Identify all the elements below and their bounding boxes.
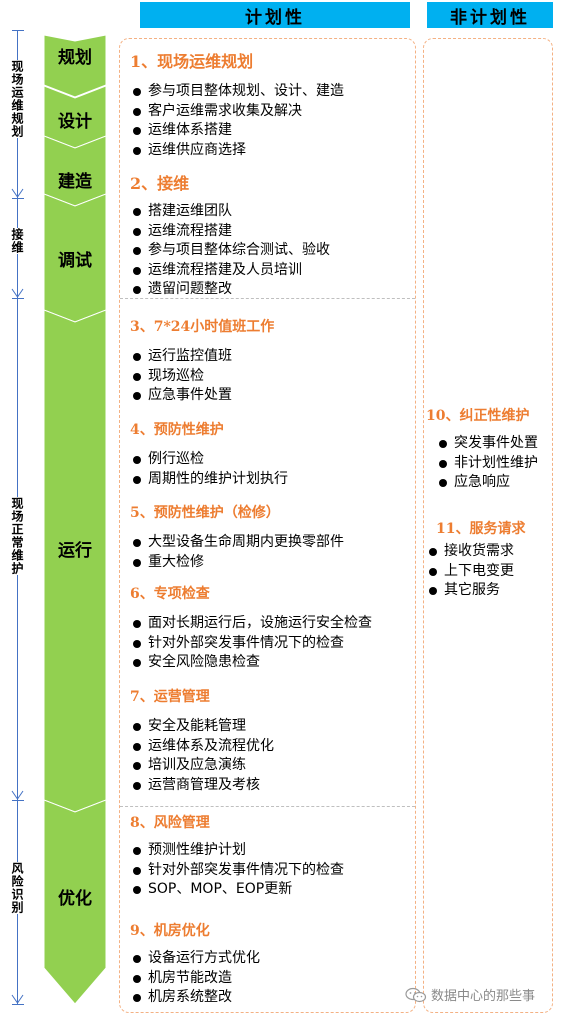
list-item: 运维体系搭建 bbox=[130, 121, 344, 141]
phase-arrow-icon bbox=[11, 790, 24, 800]
list-item: 接收货需求 bbox=[426, 542, 525, 562]
stage-label: 优化 bbox=[58, 889, 92, 909]
stage-planning: 规划 bbox=[44, 35, 106, 97]
section-site-om-planning: 1、现场运维规划 参与项目整体规划、设计、建造 客户运维需求收集及解决 运维体系… bbox=[130, 48, 344, 160]
list-item: 搭建运维团队 bbox=[130, 202, 330, 222]
stage-operation: 运行 bbox=[44, 310, 106, 812]
chevron-shape bbox=[44, 136, 106, 206]
list-item: 遗留问题整改 bbox=[130, 280, 330, 300]
chevron-shape bbox=[44, 35, 106, 97]
phase-tick bbox=[12, 30, 24, 31]
list-item: 其它服务 bbox=[426, 581, 525, 601]
chevron-shape bbox=[44, 86, 106, 148]
list-item: 面对长期运行后，设施运行安全检查 bbox=[130, 614, 372, 634]
list-item: 运维流程搭建 bbox=[130, 222, 330, 242]
list-item: 重大检修 bbox=[130, 553, 344, 573]
stage-label: 设计 bbox=[58, 112, 92, 132]
list-item: SOP、MOP、EOP更新 bbox=[130, 880, 344, 900]
section-takeover: 2、接维 搭建运维团队 运维流程搭建 参与项目整体综合测试、验收 运维流程搭建及… bbox=[130, 170, 330, 300]
list-item: 大型设备生命周期内更换零部件 bbox=[130, 533, 344, 553]
phase-tick bbox=[12, 198, 24, 199]
section-title: 9、机房优化 bbox=[130, 923, 210, 939]
phase-tick bbox=[12, 298, 24, 299]
section-risk-management: 8、风险管理 预测性维护计划 针对外部突发事件情况下的检查 SOP、MOP、EO… bbox=[130, 812, 344, 900]
list-item: 运营商管理及考核 bbox=[130, 776, 274, 796]
planned-header: 计划性 bbox=[140, 2, 410, 28]
section-title: 2、接维 bbox=[130, 174, 190, 193]
phase-arrow-icon bbox=[11, 288, 24, 298]
planned-box bbox=[119, 38, 416, 1013]
section-title: 4、预防性维护 bbox=[130, 422, 224, 438]
list-item: 非计划性维护 bbox=[436, 454, 538, 474]
chevron-shape bbox=[44, 194, 106, 322]
section-service-request: 11、服务请求 接收货需求 上下电变更 其它服务 bbox=[426, 518, 525, 601]
list-item: 针对外部突发事件情况下的检查 bbox=[130, 861, 344, 881]
section-divider bbox=[120, 806, 415, 807]
stage-label: 调试 bbox=[58, 251, 92, 271]
list-item: 机房系统整改 bbox=[130, 988, 260, 1008]
list-item: 周期性的维护计划执行 bbox=[130, 470, 288, 490]
stage-construction: 建造 bbox=[44, 136, 106, 206]
section-title: 10、纠正性维护 bbox=[426, 408, 530, 424]
stage-commissioning: 调试 bbox=[44, 194, 106, 322]
list-item: 预测性维护计划 bbox=[130, 841, 344, 861]
list-item: 安全及能耗管理 bbox=[130, 717, 274, 737]
phase-label-planning: 现场运维规划 bbox=[8, 60, 26, 138]
section-special-inspection: 6、专项检查 面对长期运行后，设施运行安全检查 针对外部突发事件情况下的检查 安… bbox=[130, 583, 372, 673]
list-item: 安全风险隐患检查 bbox=[130, 653, 372, 673]
list-item: 运行监控值班 bbox=[130, 347, 274, 367]
wechat-icon bbox=[405, 987, 427, 1002]
phase-tick bbox=[12, 1004, 24, 1005]
section-divider bbox=[120, 298, 415, 299]
list-item: 应急响应 bbox=[436, 473, 538, 493]
list-item: 运维供应商选择 bbox=[130, 141, 344, 161]
section-title: 3、7*24小时值班工作 bbox=[130, 319, 275, 335]
section-24x7-duty: 3、7*24小时值班工作 运行监控值班 现场巡检 应急事件处置 bbox=[130, 316, 274, 406]
section-title: 7、运营管理 bbox=[130, 689, 210, 705]
list-item: 针对外部突发事件情况下的检查 bbox=[130, 634, 372, 654]
section-title: 11、服务请求 bbox=[436, 521, 526, 537]
list-item: 突发事件处置 bbox=[436, 434, 538, 454]
stage-label: 运行 bbox=[58, 541, 92, 561]
list-item: 机房节能改造 bbox=[130, 969, 260, 989]
section-title: 1、现场运维规划 bbox=[130, 52, 254, 71]
list-item: 参与项目整体规划、设计、建造 bbox=[130, 82, 344, 102]
section-operations-management: 7、运营管理 安全及能耗管理 运维体系及流程优化 培训及应急演练 运营商管理及考… bbox=[130, 686, 274, 795]
phase-arrow-icon bbox=[11, 994, 24, 1004]
list-item: 设备运行方式优化 bbox=[130, 949, 260, 969]
phase-label-takeover: 接维 bbox=[8, 228, 26, 254]
stage-design: 设计 bbox=[44, 86, 106, 148]
chevron-shape bbox=[44, 310, 106, 812]
list-item: 培训及应急演练 bbox=[130, 756, 274, 776]
stage-optimization: 优化 bbox=[44, 800, 106, 1004]
phase-arrow-icon bbox=[11, 188, 24, 198]
list-item: 运维体系及流程优化 bbox=[130, 737, 274, 757]
watermark: 数据中心的那些事 bbox=[405, 985, 535, 1004]
watermark-text: 数据中心的那些事 bbox=[431, 989, 536, 1004]
list-item: 现场巡检 bbox=[130, 367, 274, 387]
section-title: 8、风险管理 bbox=[130, 815, 210, 831]
list-item: 应急事件处置 bbox=[130, 386, 274, 406]
phase-label-risk-identification: 风险识别 bbox=[8, 862, 26, 914]
list-item: 运维流程搭建及人员培训 bbox=[130, 261, 330, 281]
section-preventive-overhaul: 5、预防性维护（检修） 大型设备生命周期内更换零部件 重大检修 bbox=[130, 502, 344, 572]
chevron-shape bbox=[44, 800, 106, 1004]
section-title: 6、专项检查 bbox=[130, 586, 210, 602]
unplanned-box bbox=[423, 38, 553, 1013]
section-corrective-maintenance: 10、纠正性维护 突发事件处置 非计划性维护 应急响应 bbox=[426, 405, 538, 493]
stage-label: 规划 bbox=[58, 48, 92, 68]
list-item: 上下电变更 bbox=[426, 562, 525, 582]
phase-label-normal-maintenance: 现场正常维护 bbox=[8, 497, 26, 575]
list-item: 参与项目整体综合测试、验收 bbox=[130, 241, 330, 261]
phase-tick bbox=[12, 800, 24, 801]
stage-label: 建造 bbox=[58, 172, 92, 192]
list-item: 客户运维需求收集及解决 bbox=[130, 102, 344, 122]
section-room-optimization: 9、机房优化 设备运行方式优化 机房节能改造 机房系统整改 bbox=[130, 920, 260, 1008]
section-title: 5、预防性维护（检修） bbox=[130, 505, 280, 521]
list-item: 例行巡检 bbox=[130, 450, 288, 470]
section-preventive-maintenance: 4、预防性维护 例行巡检 周期性的维护计划执行 bbox=[130, 419, 288, 489]
unplanned-header: 非计划性 bbox=[427, 2, 553, 28]
